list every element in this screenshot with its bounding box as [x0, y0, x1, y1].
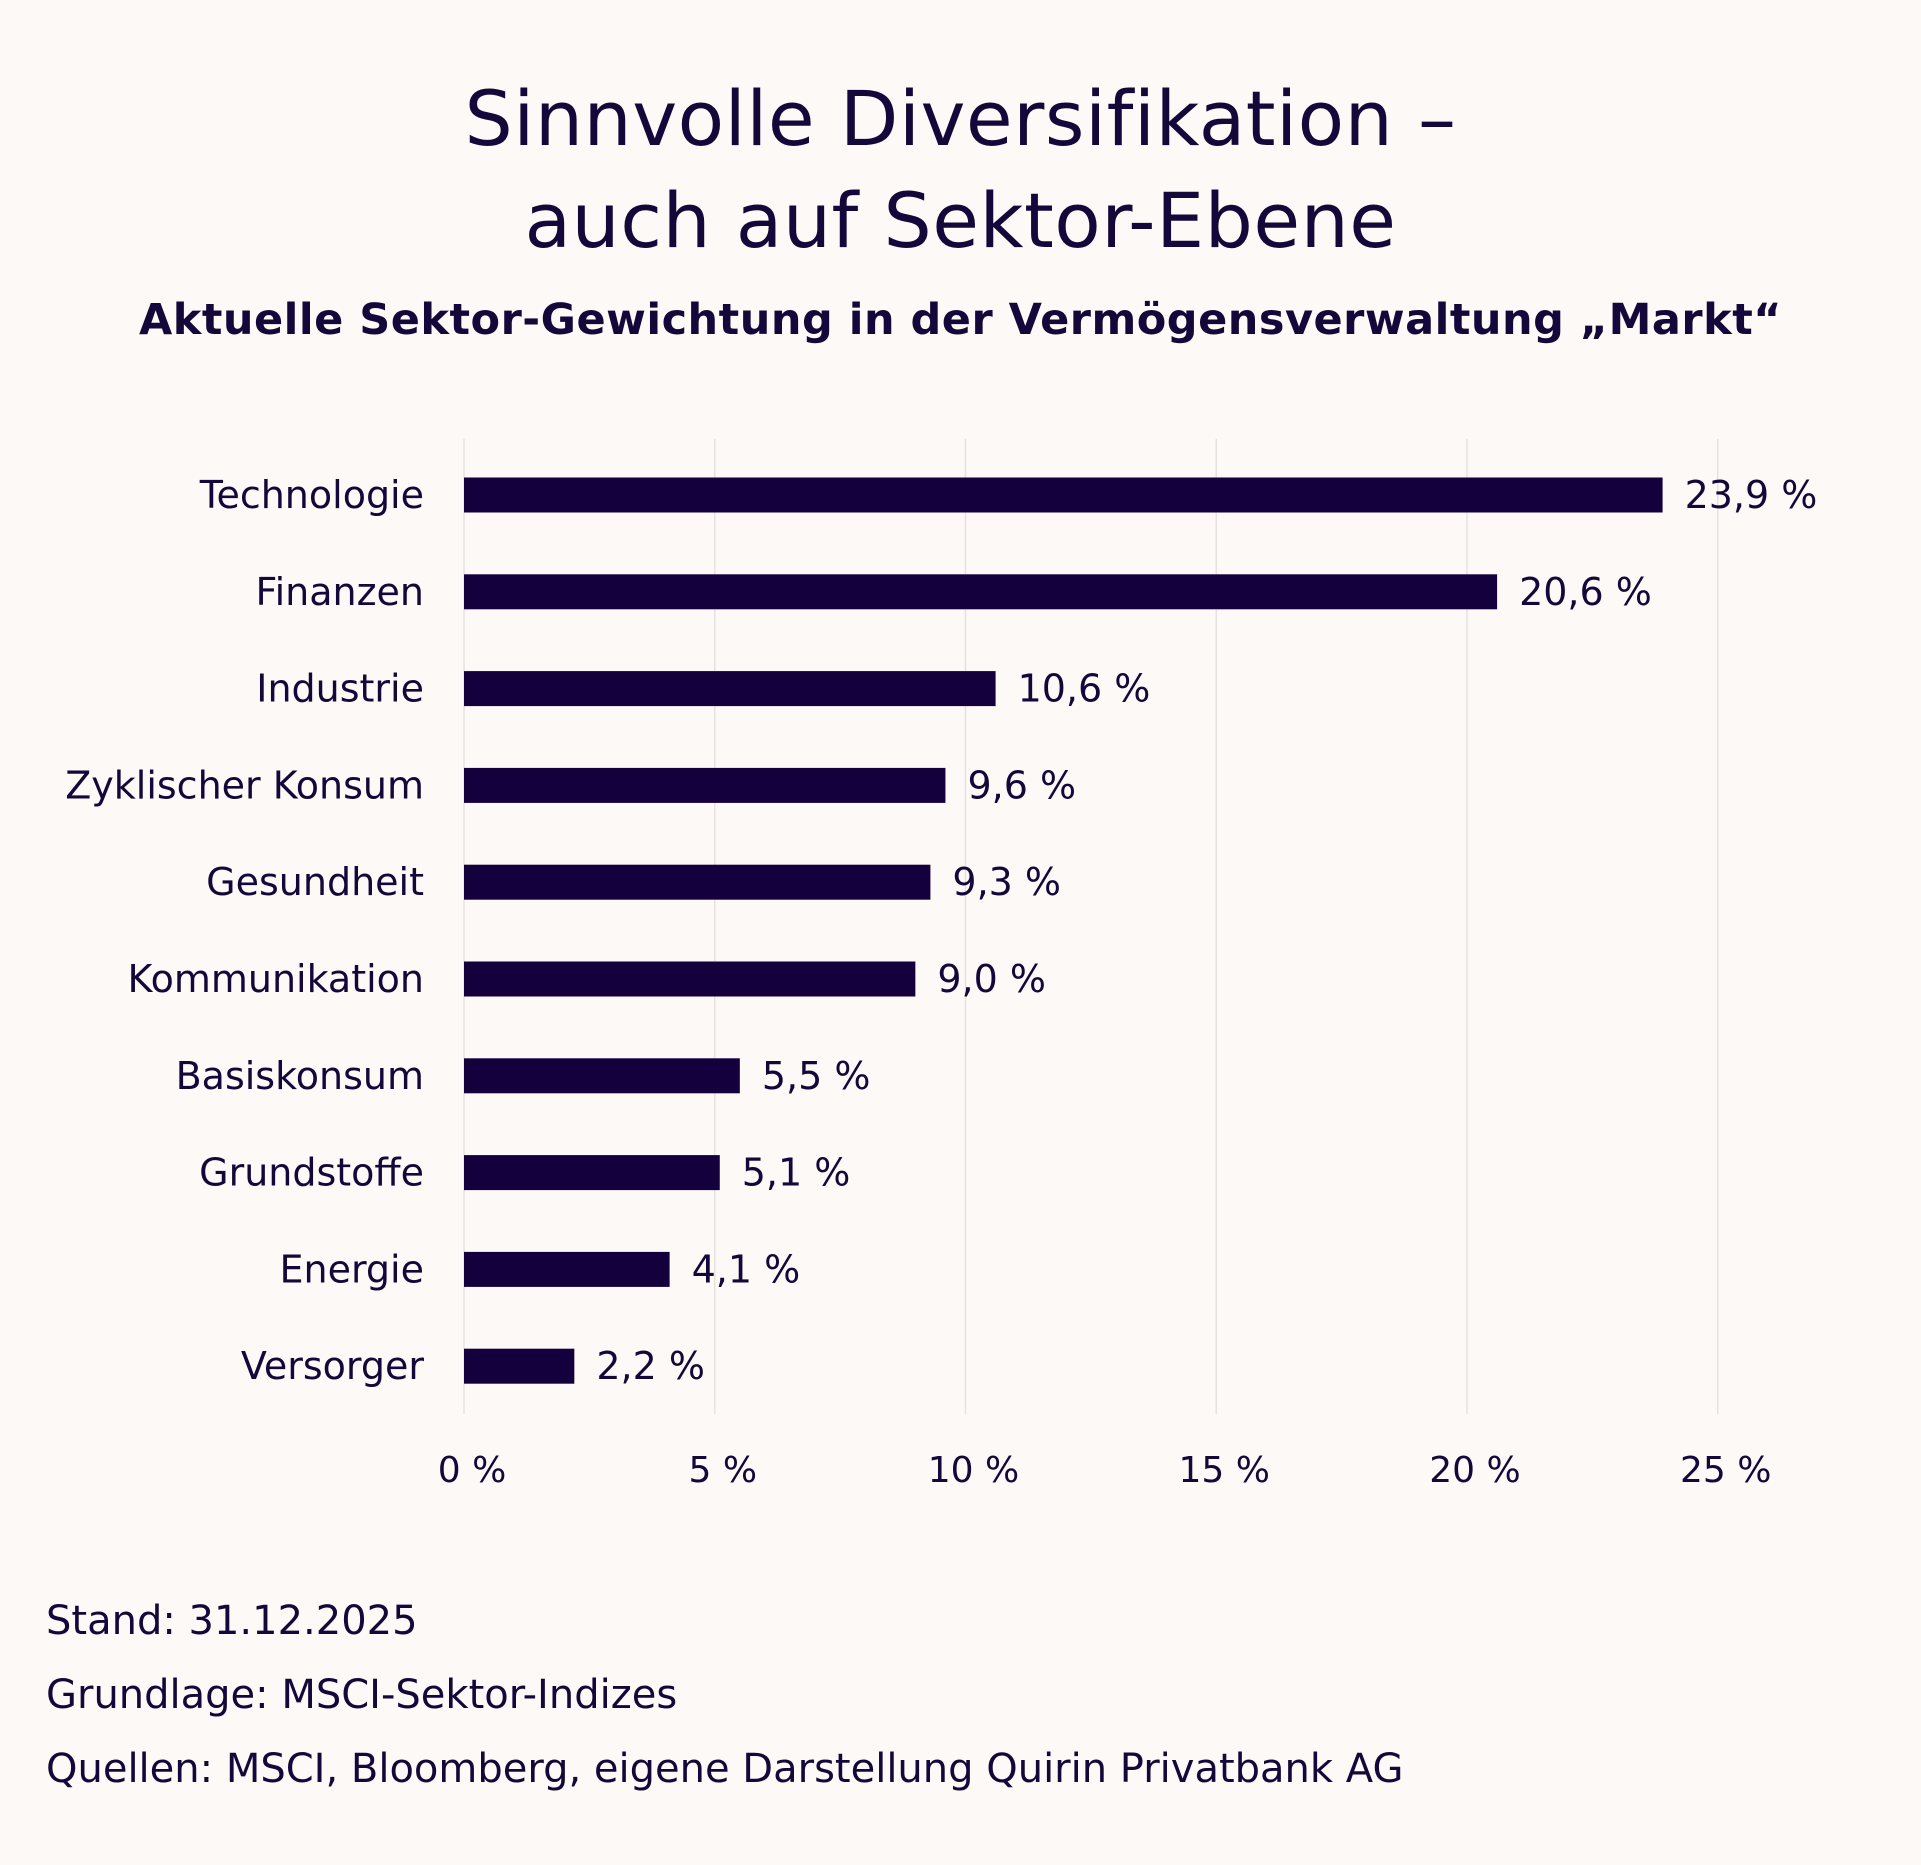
category-label-1: Finanzen: [255, 570, 424, 614]
chart-subtitle: Aktuelle Sektor-Gewichtung in der Vermög…: [138, 295, 1783, 345]
bar-3: [464, 767, 946, 803]
value-label-6: 5,5 %: [762, 1054, 871, 1098]
value-label-3: 9,6 %: [967, 763, 1076, 807]
footer-quellen: Quellen: MSCI, Bloomberg, eigene Darstel…: [46, 1746, 1404, 1792]
x-tick-label-5: 5 %: [688, 1450, 757, 1491]
value-label-8: 4,1 %: [692, 1247, 801, 1291]
value-label-0: 23,9 %: [1685, 473, 1818, 517]
footer-grundlage: Grundlage: MSCI-Sektor-Indizes: [46, 1672, 678, 1718]
footer-stand: Stand: 31.12.2025: [46, 1598, 418, 1644]
bar-6: [464, 1058, 740, 1094]
value-label-2: 10,6 %: [1018, 667, 1151, 711]
value-label-4: 9,3 %: [952, 860, 1061, 904]
x-tick-label-10: 10 %: [928, 1450, 1019, 1491]
category-label-5: Kommunikation: [128, 957, 424, 1001]
x-tick-label-0: 0 %: [438, 1450, 507, 1491]
x-tick-label-20: 20 %: [1429, 1450, 1520, 1491]
bar-1: [464, 574, 1498, 610]
chart-title-line-2: auch auf Sektor-Ebene: [524, 176, 1397, 265]
category-labels: Technologie Finanzen Industrie Zyklischer K…: [65, 473, 424, 1388]
category-label-8: Energie: [280, 1247, 425, 1291]
bar-4: [464, 864, 931, 900]
value-label-5: 9,0 %: [937, 957, 1046, 1001]
bar-7: [464, 1155, 720, 1191]
value-label-9: 2,2 %: [596, 1344, 705, 1388]
bars: [464, 477, 1663, 1384]
bar-0: [464, 477, 1663, 513]
chart-title-line-1: Sinnvolle Diversifikation –: [464, 74, 1457, 163]
x-axis-tick-labels: 0 % 5 % 10 % 15 % 20 % 25 %: [438, 1450, 1772, 1491]
bar-9: [464, 1348, 575, 1384]
value-label-1: 20,6 %: [1519, 570, 1652, 614]
value-label-7: 5,1 %: [742, 1151, 851, 1195]
category-label-3: Zyklischer Konsum: [65, 763, 424, 807]
category-label-7: Grundstoffe: [199, 1151, 424, 1195]
x-tick-label-15: 15 %: [1179, 1450, 1270, 1491]
category-label-6: Basiskonsum: [176, 1054, 424, 1098]
bar-2: [464, 671, 996, 707]
bar-chart: Technologie Finanzen Industrie Zyklischer K…: [65, 439, 1817, 1491]
x-tick-label-25: 25 %: [1680, 1450, 1771, 1491]
category-label-9: Versorger: [241, 1344, 425, 1388]
value-labels: 23,9 % 20,6 % 10,6 % 9,6 % 9,3 % 9,0 % 5,5 % 5,…: [596, 473, 1817, 1388]
category-label-4: Gesundheit: [206, 860, 424, 904]
bar-8: [464, 1251, 670, 1287]
category-label-2: Industrie: [256, 667, 424, 711]
bar-5: [464, 961, 916, 997]
category-label-0: Technologie: [199, 473, 424, 517]
